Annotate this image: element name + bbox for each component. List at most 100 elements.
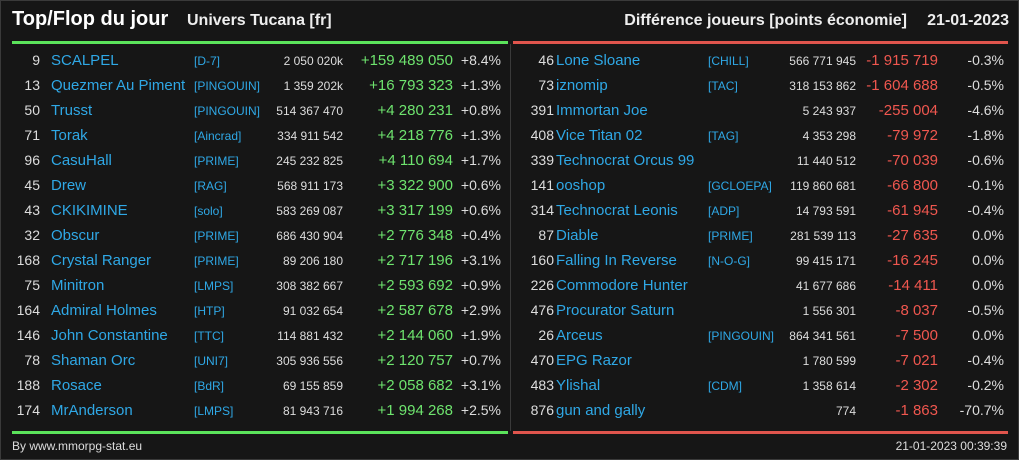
- alliance-tag-link[interactable]: [CHILL]: [708, 54, 749, 68]
- player-points: 308 382 667: [276, 279, 343, 293]
- player-rank: 71: [24, 127, 40, 143]
- percent-change: -1.8%: [967, 127, 1004, 143]
- player-points: 1 780 599: [802, 354, 856, 368]
- player-name-link[interactable]: Drew: [51, 177, 87, 194]
- player-name-link[interactable]: John Constantine: [51, 327, 168, 344]
- player-points: 14 793 591: [795, 204, 856, 218]
- player-name-link[interactable]: Technocrat Leonis: [556, 202, 678, 219]
- player-rank: 174: [16, 402, 40, 418]
- points-difference: -16 245: [887, 252, 938, 269]
- player-name-link[interactable]: Shaman Orc: [51, 352, 136, 369]
- player-name-link[interactable]: Diable: [556, 227, 599, 244]
- player-name-link[interactable]: MrAnderson: [51, 402, 133, 419]
- table-row: 174 MrAnderson [LMPS] 81 943 716 +1 994 268 +…: [1, 399, 510, 424]
- alliance-tag-link[interactable]: [PRIME]: [194, 254, 239, 268]
- alliance-tag-link[interactable]: [LMPS]: [194, 404, 234, 418]
- player-rank: 876: [530, 402, 554, 418]
- points-difference: +4 218 776: [377, 127, 454, 144]
- player-name-link[interactable]: Lone Sloane: [556, 52, 641, 69]
- player-name-link[interactable]: Obscur: [51, 227, 100, 244]
- table-row: 43 CKIKIMINE [solo] 583 269 087 +3 317 199 +0…: [1, 199, 510, 224]
- player-name-link[interactable]: Falling In Reverse: [556, 252, 677, 269]
- percent-change: +0.6%: [460, 202, 501, 218]
- points-difference: +2 587 678: [377, 302, 454, 319]
- player-name-link[interactable]: Arceus: [556, 327, 603, 344]
- player-name-link[interactable]: Procurator Saturn: [556, 302, 675, 319]
- alliance-tag-link[interactable]: [HTP]: [194, 304, 225, 318]
- player-name-link[interactable]: Trusst: [51, 102, 93, 119]
- table-row: 146 John Constantine [TTC] 114 881 432 +2 14…: [1, 324, 510, 349]
- alliance-tag-link[interactable]: [GCLOEPA]: [708, 179, 772, 193]
- table-row: 339 Technocrat Orcus 99 11 440 512 -70 039 -…: [511, 149, 1019, 174]
- player-name-link[interactable]: CKIKIMINE: [51, 202, 128, 219]
- points-difference: -61 945: [887, 202, 938, 219]
- alliance-tag-link[interactable]: [PRIME]: [194, 154, 239, 168]
- alliance-tag-link[interactable]: [BdR]: [194, 379, 225, 393]
- player-points: 566 771 945: [789, 54, 856, 68]
- table-row: 75 Minitron [LMPS] 308 382 667 +2 593 692 +0.…: [1, 274, 510, 299]
- player-name-link[interactable]: Crystal Ranger: [51, 252, 152, 269]
- metric-label: Différence joueurs [points économie]: [624, 12, 907, 29]
- player-name-link[interactable]: Quezmer Au Piment: [51, 77, 186, 94]
- player-name-link[interactable]: Ylishal: [556, 377, 601, 394]
- alliance-tag-link[interactable]: [PINGOUIN]: [708, 329, 775, 343]
- player-rank: 160: [530, 252, 554, 268]
- player-rank: 13: [24, 77, 40, 93]
- player-name-link[interactable]: ooshop: [556, 177, 606, 194]
- percent-change: -0.5%: [967, 77, 1004, 93]
- percent-change: +8.4%: [460, 52, 501, 68]
- alliance-tag-link[interactable]: [TTC]: [194, 329, 224, 343]
- player-name-link[interactable]: Torak: [51, 127, 88, 144]
- table-row: 87 Diable [PRIME] 281 539 113 -27 635 0.0%: [511, 224, 1019, 249]
- alliance-tag-link[interactable]: [UNI7]: [194, 354, 229, 368]
- alliance-tag-link[interactable]: [solo]: [194, 204, 223, 218]
- points-difference: +2 776 348: [377, 227, 454, 244]
- alliance-tag-link[interactable]: [TAG]: [708, 129, 739, 143]
- percent-change: +3.1%: [460, 252, 501, 268]
- player-name-link[interactable]: Immortan Joe: [556, 102, 648, 119]
- table-row: 391 Immortan Joe 5 243 937 -255 004 -4.6%: [511, 99, 1019, 124]
- player-points: 2 050 020k: [283, 54, 343, 68]
- alliance-tag-link[interactable]: [D-7]: [194, 54, 221, 68]
- player-name-link[interactable]: Admiral Holmes: [51, 302, 157, 319]
- player-rank: 164: [16, 302, 40, 318]
- alliance-tag-link[interactable]: [Aincrad]: [194, 129, 242, 143]
- alliance-tag-link[interactable]: [PRIME]: [708, 229, 753, 243]
- points-difference: -79 972: [887, 127, 938, 144]
- table-row: 141 ooshop [GCLOEPA] 119 860 681 -66 800 -0.1…: [511, 174, 1019, 199]
- player-name-link[interactable]: Vice Titan 02: [556, 127, 643, 144]
- percent-change: +0.4%: [460, 227, 501, 243]
- table-row: 13 Quezmer Au Piment [PINGOUIN] 1 359 202k +…: [1, 74, 510, 99]
- table-row: 876 gun and gally 774 -1 863 -70.7%: [511, 399, 1019, 424]
- table-row: 50 Trusst [PINGOUIN] 514 367 470 +4 280 231 +…: [1, 99, 510, 124]
- table-row: 476 Procurator Saturn 1 556 301 -8 037 -0.5%: [511, 299, 1019, 324]
- player-name-link[interactable]: Technocrat Orcus 99: [556, 152, 695, 169]
- player-name-link[interactable]: iznomip: [556, 77, 608, 94]
- player-rank: 87: [538, 227, 554, 243]
- player-name-link[interactable]: Rosace: [51, 377, 102, 394]
- alliance-tag-link[interactable]: [PRIME]: [194, 229, 239, 243]
- alliance-tag-link[interactable]: [PINGOUIN]: [194, 79, 261, 93]
- alliance-tag-link[interactable]: [PINGOUIN]: [194, 104, 261, 118]
- player-rank: 391: [530, 102, 554, 118]
- points-difference: -1 863: [895, 402, 938, 419]
- player-rank: 226: [530, 277, 554, 293]
- top-divider-green: [12, 41, 508, 44]
- alliance-tag-link[interactable]: [CDM]: [708, 379, 742, 393]
- alliance-tag-link[interactable]: [ADP]: [708, 204, 740, 218]
- alliance-tag-link[interactable]: [RAG]: [194, 179, 227, 193]
- alliance-tag-link[interactable]: [LMPS]: [194, 279, 234, 293]
- player-name-link[interactable]: Commodore Hunter: [556, 277, 688, 294]
- table-row: 78 Shaman Orc [UNI7] 305 936 556 +2 120 757 +…: [1, 349, 510, 374]
- table-row: 71 Torak [Aincrad] 334 911 542 +4 218 776 +1.…: [1, 124, 510, 149]
- alliance-tag-link[interactable]: [N-O-G]: [708, 254, 750, 268]
- points-difference: +159 489 050: [360, 52, 453, 69]
- player-name-link[interactable]: CasuHall: [51, 152, 112, 169]
- universe-subtitle: Univers Tucana [fr]: [187, 12, 332, 29]
- player-name-link[interactable]: EPG Razor: [556, 352, 632, 369]
- player-name-link[interactable]: gun and gally: [556, 402, 646, 419]
- alliance-tag-link[interactable]: [TAC]: [708, 79, 738, 93]
- player-rank: 50: [24, 102, 40, 118]
- player-name-link[interactable]: Minitron: [51, 277, 105, 294]
- player-name-link[interactable]: SCALPEL: [51, 52, 119, 69]
